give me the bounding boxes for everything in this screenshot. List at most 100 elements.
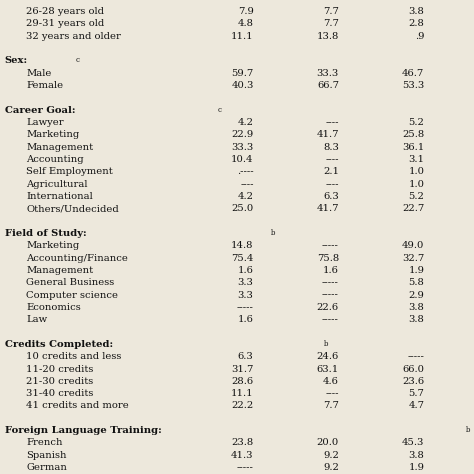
Text: 1.6: 1.6 <box>323 266 339 275</box>
Text: 7.7: 7.7 <box>323 401 339 410</box>
Text: .9: .9 <box>415 32 424 41</box>
Text: 3.8: 3.8 <box>409 303 424 312</box>
Text: 41.3: 41.3 <box>231 451 254 460</box>
Text: 40.3: 40.3 <box>231 81 254 90</box>
Text: 23.6: 23.6 <box>402 377 424 386</box>
Text: 22.6: 22.6 <box>317 303 339 312</box>
Text: 75.8: 75.8 <box>317 254 339 263</box>
Text: 25.8: 25.8 <box>402 130 424 139</box>
Text: Spanish: Spanish <box>26 451 66 460</box>
Text: French: French <box>26 438 63 447</box>
Text: 2.8: 2.8 <box>409 19 424 28</box>
Text: 8.3: 8.3 <box>323 143 339 152</box>
Text: 22.7: 22.7 <box>402 204 424 213</box>
Text: -----: ----- <box>322 241 339 250</box>
Text: Marketing: Marketing <box>26 241 79 250</box>
Text: 3.3: 3.3 <box>238 278 254 287</box>
Text: 41 credits and more: 41 credits and more <box>26 401 129 410</box>
Text: -----: ----- <box>407 352 424 361</box>
Text: 9.2: 9.2 <box>323 451 339 460</box>
Text: 9.2: 9.2 <box>323 463 339 472</box>
Text: 21-30 credits: 21-30 credits <box>26 377 93 386</box>
Text: 2.9: 2.9 <box>409 291 424 300</box>
Text: 11-20 credits: 11-20 credits <box>26 365 93 374</box>
Text: 1.6: 1.6 <box>238 266 254 275</box>
Text: Foreign Language Training:: Foreign Language Training: <box>5 426 162 435</box>
Text: Accounting/Finance: Accounting/Finance <box>26 254 128 263</box>
Text: 46.7: 46.7 <box>402 69 424 78</box>
Text: 20.0: 20.0 <box>317 438 339 447</box>
Text: Female: Female <box>26 81 63 90</box>
Text: Management: Management <box>26 266 93 275</box>
Text: Economics: Economics <box>26 303 81 312</box>
Text: Marketing: Marketing <box>26 130 79 139</box>
Text: 33.3: 33.3 <box>231 143 254 152</box>
Text: 3.8: 3.8 <box>409 7 424 16</box>
Text: 11.1: 11.1 <box>231 32 254 41</box>
Text: General Business: General Business <box>26 278 114 287</box>
Text: 1.9: 1.9 <box>408 463 424 472</box>
Text: 49.0: 49.0 <box>402 241 424 250</box>
Text: 4.6: 4.6 <box>323 377 339 386</box>
Text: Management: Management <box>26 143 93 152</box>
Text: 63.1: 63.1 <box>317 365 339 374</box>
Text: 1.0: 1.0 <box>408 167 424 176</box>
Text: 2.1: 2.1 <box>323 167 339 176</box>
Text: ----: ---- <box>240 180 254 189</box>
Text: Male: Male <box>26 69 52 78</box>
Text: 32 years and older: 32 years and older <box>26 32 121 41</box>
Text: Law: Law <box>26 315 47 324</box>
Text: 28.6: 28.6 <box>231 377 254 386</box>
Text: 59.7: 59.7 <box>231 69 254 78</box>
Text: 6.3: 6.3 <box>323 192 339 201</box>
Text: 5.8: 5.8 <box>409 278 424 287</box>
Text: -----: ----- <box>322 315 339 324</box>
Text: German: German <box>26 463 67 472</box>
Text: 31.7: 31.7 <box>231 365 254 374</box>
Text: 66.7: 66.7 <box>317 81 339 90</box>
Text: Career Goal:: Career Goal: <box>5 106 75 115</box>
Text: 4.2: 4.2 <box>237 118 254 127</box>
Text: Agricultural: Agricultural <box>26 180 88 189</box>
Text: -----: ----- <box>322 278 339 287</box>
Text: 1.6: 1.6 <box>238 315 254 324</box>
Text: 5.2: 5.2 <box>409 118 424 127</box>
Text: 53.3: 53.3 <box>402 81 424 90</box>
Text: ----: ---- <box>326 180 339 189</box>
Text: 3.1: 3.1 <box>408 155 424 164</box>
Text: Credits Completed:: Credits Completed: <box>5 340 113 349</box>
Text: ----: ---- <box>326 389 339 398</box>
Text: 26-28 years old: 26-28 years old <box>26 7 104 16</box>
Text: 7.7: 7.7 <box>323 19 339 28</box>
Text: .----: .---- <box>237 167 254 176</box>
Text: -----: ----- <box>237 303 254 312</box>
Text: 1.9: 1.9 <box>408 266 424 275</box>
Text: c: c <box>218 106 222 114</box>
Text: 31-40 credits: 31-40 credits <box>26 389 93 398</box>
Text: -----: ----- <box>322 291 339 300</box>
Text: b: b <box>324 340 328 348</box>
Text: 13.8: 13.8 <box>317 32 339 41</box>
Text: Sex:: Sex: <box>5 56 28 65</box>
Text: 7.7: 7.7 <box>323 7 339 16</box>
Text: -----: ----- <box>237 463 254 472</box>
Text: Others/Undecided: Others/Undecided <box>26 204 119 213</box>
Text: 45.3: 45.3 <box>402 438 424 447</box>
Text: 32.7: 32.7 <box>402 254 424 263</box>
Text: Self Employment: Self Employment <box>26 167 113 176</box>
Text: ----: ---- <box>326 155 339 164</box>
Text: c: c <box>76 56 80 64</box>
Text: Lawyer: Lawyer <box>26 118 64 127</box>
Text: 10.4: 10.4 <box>231 155 254 164</box>
Text: 6.3: 6.3 <box>238 352 254 361</box>
Text: 4.8: 4.8 <box>237 19 254 28</box>
Text: 33.3: 33.3 <box>317 69 339 78</box>
Text: Accounting: Accounting <box>26 155 84 164</box>
Text: 3.8: 3.8 <box>409 315 424 324</box>
Text: 66.0: 66.0 <box>402 365 424 374</box>
Text: 22.9: 22.9 <box>231 130 254 139</box>
Text: 4.2: 4.2 <box>237 192 254 201</box>
Text: 36.1: 36.1 <box>402 143 424 152</box>
Text: International: International <box>26 192 93 201</box>
Text: 11.1: 11.1 <box>231 389 254 398</box>
